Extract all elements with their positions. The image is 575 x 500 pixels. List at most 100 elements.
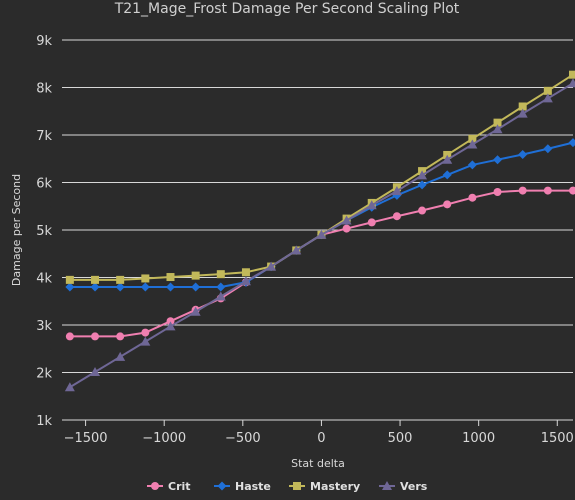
legend-item-crit[interactable]: Crit bbox=[147, 480, 191, 493]
y-tick-label: 4k bbox=[36, 272, 52, 287]
data-point-crit bbox=[342, 224, 351, 233]
data-point-crit bbox=[418, 206, 427, 215]
y-tick-label: 5k bbox=[36, 224, 52, 239]
data-point-haste bbox=[216, 282, 226, 292]
data-point-haste bbox=[493, 155, 503, 165]
y-tick-label: 8k bbox=[36, 82, 52, 97]
data-point-crit bbox=[518, 186, 527, 195]
data-point-mastery bbox=[493, 118, 502, 127]
data-point-vers bbox=[442, 154, 453, 164]
x-axis-label: Stat delta bbox=[291, 457, 345, 470]
data-point-crit bbox=[367, 218, 376, 227]
data-point-vers bbox=[467, 139, 478, 149]
y-tick-label: 3k bbox=[36, 319, 52, 334]
series-vers bbox=[64, 78, 575, 392]
x-tick-label: −1500 bbox=[64, 431, 108, 446]
legend: Crit Haste Mastery Vers bbox=[147, 480, 428, 493]
legend-label: Vers bbox=[400, 480, 428, 493]
data-point-crit bbox=[569, 186, 575, 195]
data-point-mastery bbox=[166, 273, 175, 282]
data-point-crit bbox=[166, 317, 175, 326]
data-point-mastery bbox=[241, 268, 250, 277]
data-point-vers bbox=[240, 276, 251, 286]
data-point-mastery bbox=[65, 275, 74, 284]
data-point-haste bbox=[165, 282, 175, 292]
data-point-crit bbox=[141, 328, 150, 337]
legend-item-mastery[interactable]: Mastery bbox=[289, 480, 360, 493]
data-point-haste bbox=[518, 149, 528, 159]
data-point-haste bbox=[543, 144, 553, 154]
y-ticks: 1k 2k 3k 4k 5k 6k 7k 8k 9k bbox=[36, 34, 52, 429]
x-tick-label: 1000 bbox=[462, 431, 495, 446]
data-point-crit bbox=[543, 186, 552, 195]
legend-item-vers[interactable]: Vers bbox=[379, 480, 428, 493]
grid bbox=[62, 39, 573, 421]
data-point-vers bbox=[366, 200, 377, 210]
series-line-mastery bbox=[69, 73, 574, 281]
data-point-crit bbox=[468, 193, 477, 202]
data-point-vers bbox=[90, 367, 101, 377]
data-point-mastery bbox=[91, 275, 100, 284]
data-point-mastery bbox=[543, 86, 552, 95]
legend-item-haste[interactable]: Haste bbox=[214, 480, 271, 493]
data-point-crit bbox=[443, 200, 452, 209]
data-point-vers bbox=[165, 321, 176, 331]
data-point-mastery bbox=[518, 102, 527, 111]
data-point-vers bbox=[417, 170, 428, 180]
data-point-vers bbox=[291, 245, 302, 255]
series-mastery bbox=[65, 70, 575, 284]
data-point-vers bbox=[391, 186, 402, 196]
data-point-mastery bbox=[141, 274, 150, 283]
data-point-mastery bbox=[116, 275, 125, 284]
data-point-vers bbox=[316, 229, 327, 239]
x-tick-label: −1000 bbox=[142, 431, 186, 446]
data-point-haste bbox=[417, 180, 427, 190]
data-point-vers bbox=[266, 261, 277, 271]
data-point-crit bbox=[392, 212, 401, 221]
data-point-haste bbox=[191, 282, 201, 292]
y-axis-label: Damage per Second bbox=[10, 174, 23, 286]
data-point-vers bbox=[517, 108, 528, 118]
y-tick-label: 1k bbox=[36, 414, 52, 429]
data-point-haste bbox=[65, 282, 75, 292]
data-point-crit bbox=[65, 332, 74, 341]
legend-marker-mastery bbox=[293, 482, 301, 490]
legend-marker-crit bbox=[151, 482, 159, 490]
plot-area bbox=[64, 70, 575, 392]
legend-marker-vers bbox=[382, 481, 392, 490]
y-tick-label: 7k bbox=[36, 129, 52, 144]
x-tick-label: 0 bbox=[317, 431, 325, 446]
series-crit bbox=[65, 186, 575, 341]
data-point-vers bbox=[190, 306, 201, 316]
data-point-mastery bbox=[216, 270, 225, 279]
x-tick-label: −500 bbox=[225, 431, 261, 446]
data-point-haste bbox=[467, 160, 477, 170]
data-point-mastery bbox=[191, 271, 200, 280]
series-haste bbox=[65, 138, 575, 292]
data-point-vers bbox=[341, 215, 352, 225]
data-point-haste bbox=[90, 282, 100, 292]
data-point-crit bbox=[116, 332, 125, 341]
data-point-vers bbox=[215, 291, 226, 301]
series-line-crit bbox=[69, 189, 573, 338]
legend-label: Crit bbox=[168, 480, 191, 493]
data-point-haste bbox=[568, 138, 575, 148]
data-point-mastery bbox=[468, 134, 477, 143]
x-ticks: −1500 −1000 −500 0 500 1000 1500 bbox=[64, 420, 574, 446]
data-point-mastery bbox=[569, 70, 575, 79]
data-point-crit bbox=[91, 332, 100, 341]
data-point-haste bbox=[442, 170, 452, 180]
data-point-vers bbox=[492, 124, 503, 134]
y-tick-label: 2k bbox=[36, 367, 52, 382]
data-point-vers bbox=[140, 336, 151, 346]
legend-label: Haste bbox=[235, 480, 271, 493]
data-point-vers bbox=[64, 382, 75, 392]
series-line-haste bbox=[69, 141, 574, 288]
x-tick-label: 500 bbox=[388, 431, 413, 446]
x-tick-label: 1500 bbox=[541, 431, 574, 446]
data-point-haste bbox=[115, 282, 125, 292]
chart-title: T21_Mage_Frost Damage Per Second Scaling… bbox=[114, 1, 460, 17]
legend-label: Mastery bbox=[310, 480, 360, 493]
data-point-vers bbox=[568, 78, 575, 88]
